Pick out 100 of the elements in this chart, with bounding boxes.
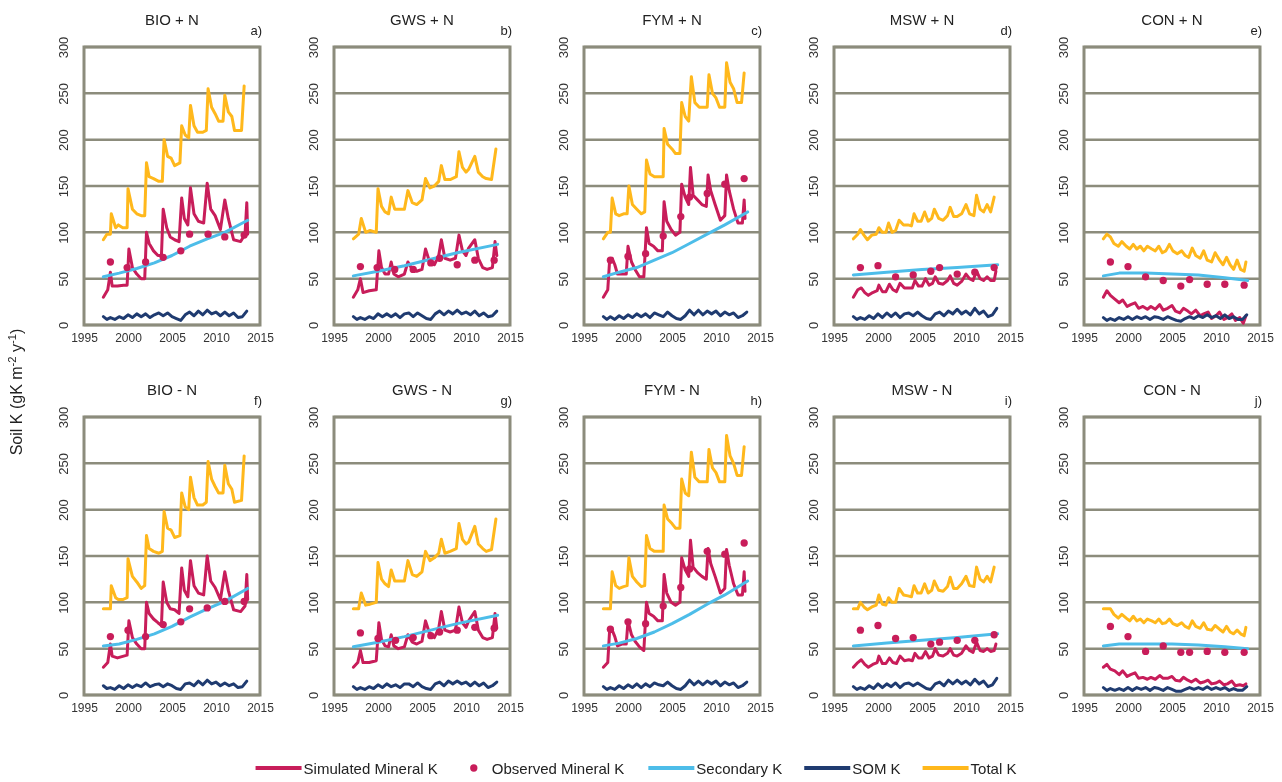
point — [177, 247, 185, 255]
point — [927, 640, 935, 648]
x-tick-label: 2015 — [747, 701, 775, 716]
point — [1159, 276, 1167, 285]
line-series — [601, 538, 747, 669]
x-tick-label: 2010 — [453, 701, 481, 716]
line-series — [601, 61, 746, 241]
y-tick-label: 150 — [556, 545, 571, 568]
point — [141, 632, 150, 641]
point — [990, 631, 998, 639]
y-tick-label: 300 — [56, 406, 71, 429]
chart-title: BIO + N — [145, 11, 199, 28]
line-series — [101, 218, 250, 279]
x-tick-label: 1995 — [571, 701, 599, 716]
point — [159, 253, 167, 261]
line-series — [351, 147, 498, 241]
y-tick-label: 50 — [1056, 271, 1071, 287]
line-series — [601, 434, 746, 611]
point — [1106, 622, 1115, 631]
y-tick-label: 0 — [556, 321, 571, 330]
point — [427, 632, 435, 640]
chart-title: CON - N — [1143, 381, 1201, 398]
y-tick-label: 250 — [806, 82, 821, 105]
text: j) — [1253, 393, 1262, 408]
point — [1177, 282, 1185, 290]
x-tick-label: 1995 — [1071, 331, 1099, 346]
point — [891, 634, 900, 643]
point — [1203, 280, 1211, 288]
point — [1124, 632, 1132, 641]
x-tick-label: 1995 — [821, 331, 849, 346]
legend-label: SOM K — [852, 760, 901, 777]
y-tick-label: 50 — [306, 271, 321, 287]
y-tick-label: 250 — [306, 452, 321, 475]
x-tick-label: 2010 — [953, 331, 981, 346]
point — [1221, 648, 1229, 657]
y-tick-label: 0 — [56, 321, 71, 330]
y-tick-label: 50 — [806, 641, 821, 657]
x-tick-label: 1995 — [71, 701, 99, 716]
point — [1240, 648, 1248, 657]
y-tick-label: 300 — [1056, 36, 1071, 59]
point — [703, 547, 711, 556]
point — [606, 256, 615, 264]
x-tick-label: 2005 — [909, 701, 937, 716]
y-tick-label: 150 — [1056, 545, 1071, 568]
line-series — [851, 676, 999, 691]
y-tick-label: 300 — [1056, 406, 1071, 429]
chart-title: GWS + N — [390, 11, 454, 28]
y-tick-label: 250 — [1056, 82, 1071, 105]
point — [971, 268, 979, 276]
x-tick-label: 2015 — [247, 331, 275, 346]
y-tick-label: 100 — [306, 221, 321, 244]
point — [203, 604, 211, 612]
x-tick-label: 2010 — [703, 331, 731, 346]
y-tick-label: 300 — [306, 406, 321, 429]
y-tick-label: 300 — [556, 406, 571, 429]
chart-title: GWS - N — [392, 381, 452, 398]
line-series — [601, 579, 750, 648]
text: f) — [254, 393, 262, 408]
x-tick-label: 2015 — [1247, 331, 1275, 346]
line-series — [601, 678, 749, 691]
point — [1177, 648, 1185, 657]
y-tick-label: 250 — [56, 82, 71, 105]
y-tick-label: 200 — [306, 499, 321, 522]
point — [123, 263, 131, 272]
chart-title: FYM - N — [644, 381, 700, 398]
y-tick-label: 150 — [56, 175, 71, 198]
point — [185, 230, 194, 238]
point — [927, 267, 935, 275]
line-series — [1101, 607, 1248, 638]
y-tick-label: 200 — [556, 499, 571, 522]
point — [659, 602, 667, 610]
point — [374, 634, 382, 643]
line-series — [601, 308, 749, 321]
point — [953, 636, 961, 644]
point — [1141, 273, 1150, 281]
y-tick-label: 200 — [1056, 129, 1071, 152]
legend-label: Secondary K — [696, 760, 783, 777]
x-tick-label: 2015 — [997, 701, 1025, 716]
y-tick-label: 100 — [56, 591, 71, 614]
y-tick-label: 50 — [56, 271, 71, 287]
line-series — [351, 242, 500, 278]
x-tick-label: 2015 — [497, 701, 525, 716]
y-tick-label: 150 — [806, 175, 821, 198]
x-tick-label: 2000 — [1115, 331, 1143, 346]
x-tick-label: 2010 — [953, 701, 981, 716]
line-series — [101, 586, 250, 648]
x-tick-label: 2010 — [203, 331, 231, 346]
x-tick-label: 2005 — [159, 701, 187, 716]
x-tick-label: 2000 — [115, 701, 143, 716]
x-tick-label: 2000 — [365, 701, 393, 716]
x-tick-label: 1995 — [321, 701, 349, 716]
point — [1240, 281, 1248, 289]
y-tick-label: 200 — [56, 129, 71, 152]
x-tick-label: 1995 — [71, 331, 99, 346]
line-series — [101, 181, 250, 299]
y-tick-label: 200 — [56, 499, 71, 522]
point — [1185, 648, 1194, 657]
y-tick-label: 250 — [306, 82, 321, 105]
point — [221, 233, 229, 241]
y-tick-label: 0 — [306, 691, 321, 700]
